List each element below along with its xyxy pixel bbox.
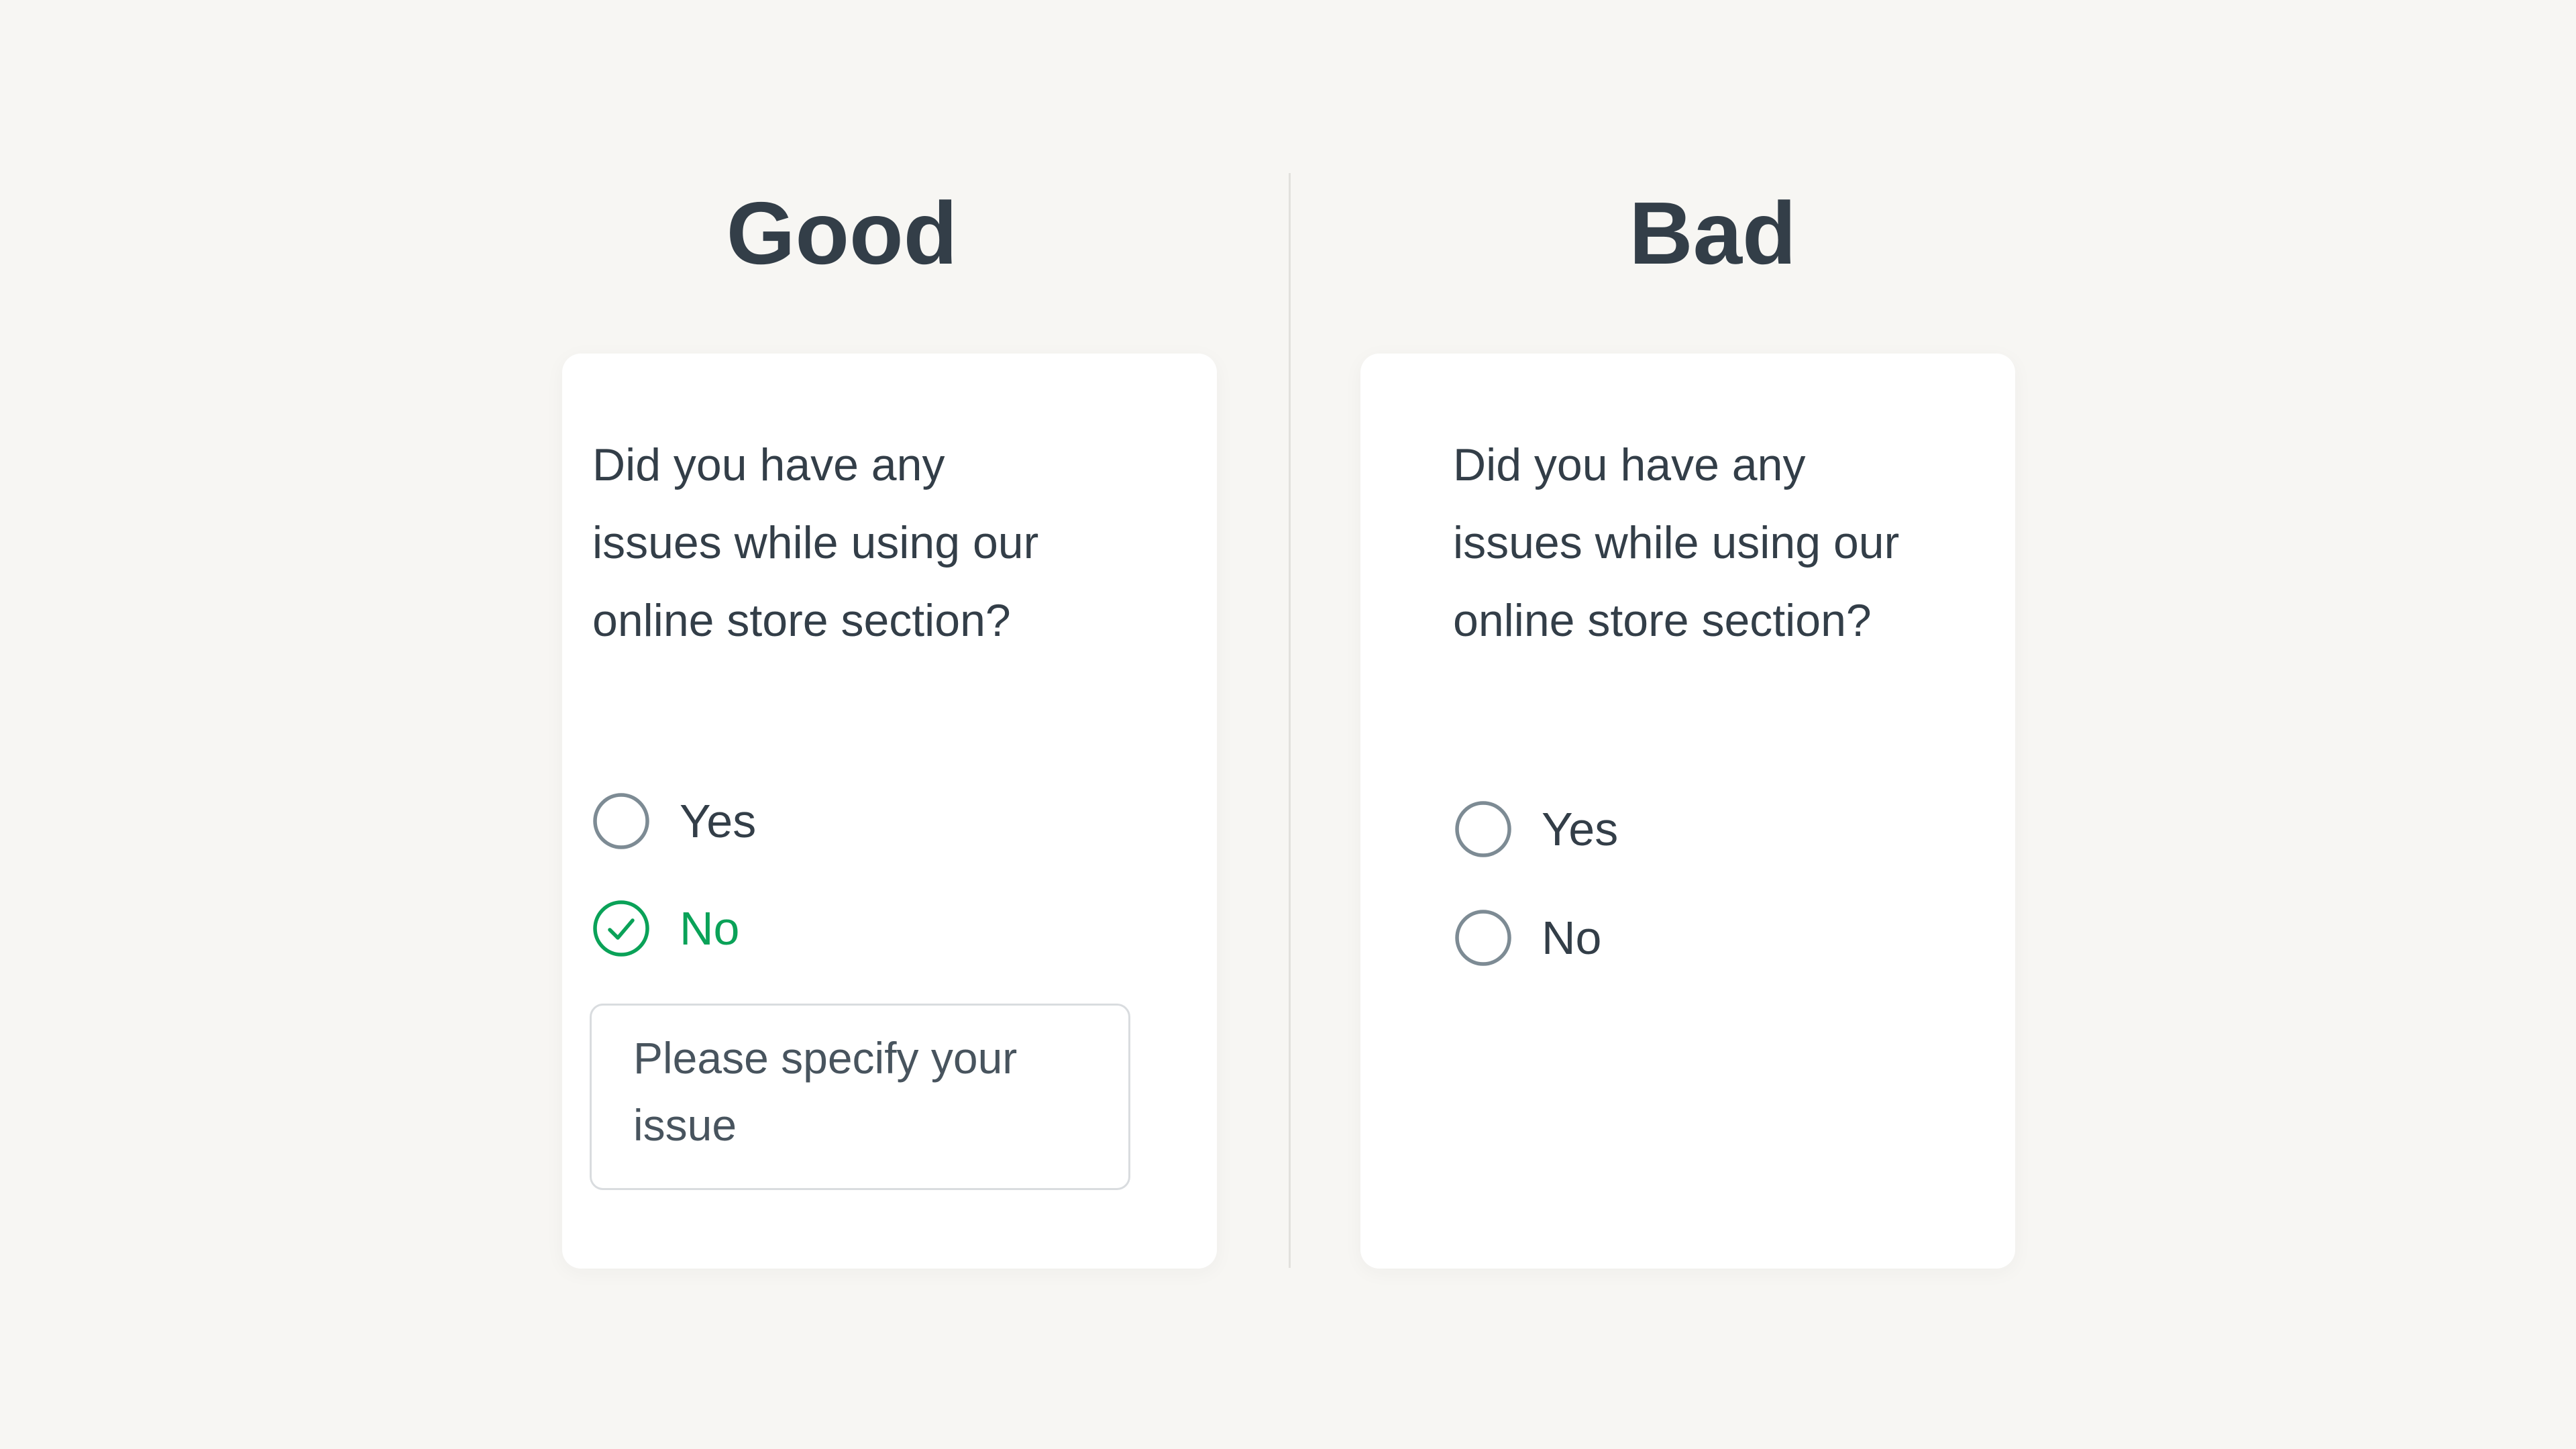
issue-textarea[interactable]: [633, 1024, 1029, 1179]
option-label-yes: Yes: [680, 795, 757, 847]
radio-option-yes[interactable]: Yes: [1454, 800, 1618, 858]
option-label-no: No: [680, 902, 740, 955]
radio-checked-icon[interactable]: [592, 900, 650, 957]
vertical-divider: [1289, 173, 1291, 1268]
bad-survey-card: Did you have any issues while using our …: [1360, 354, 2015, 1269]
option-label-yes: Yes: [1542, 803, 1619, 855]
good-heading: Good: [726, 184, 958, 282]
good-survey-card: Did you have any issues while using our …: [562, 354, 1217, 1269]
radio-option-yes[interactable]: Yes: [592, 792, 756, 850]
issue-input-box[interactable]: [590, 1004, 1130, 1190]
radio-unchecked-icon[interactable]: [592, 792, 650, 850]
survey-question: Did you have any issues while using our …: [1453, 439, 1900, 646]
radio-option-no-selected[interactable]: No: [592, 900, 739, 957]
survey-question: Did you have any issues while using our …: [592, 439, 1039, 646]
option-label-no: No: [1542, 912, 1602, 964]
radio-unchecked-icon[interactable]: [1454, 909, 1512, 967]
radio-unchecked-icon[interactable]: [1454, 800, 1512, 858]
radio-option-no[interactable]: No: [1454, 909, 1601, 967]
bad-heading: Bad: [1629, 184, 1796, 282]
